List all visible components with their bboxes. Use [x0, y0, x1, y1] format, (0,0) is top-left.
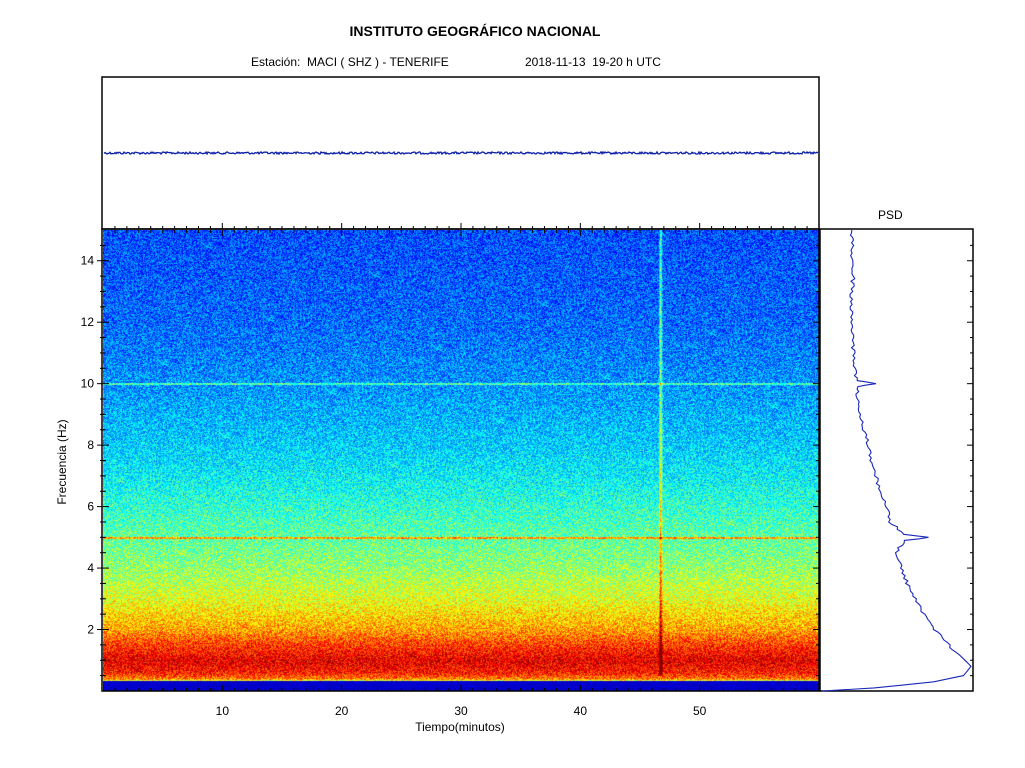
x-axis-label: Tiempo(minutos): [415, 720, 505, 734]
x-tick-label: 10: [216, 704, 230, 718]
psd-title: PSD: [878, 208, 903, 222]
chart-title: INSTITUTO GEOGRÁFICO NACIONAL: [349, 23, 601, 39]
y-tick-label: 2: [87, 623, 94, 637]
station-label: Estación: MACI ( SHZ ) - TENERIFE: [251, 55, 449, 69]
y-tick-label: 6: [87, 500, 94, 514]
x-tick-label: 50: [693, 704, 707, 718]
x-tick-label: 40: [574, 704, 588, 718]
spectrogram-image: [103, 230, 819, 691]
waveform-trace: [103, 150, 819, 156]
psd-ticks: [967, 244, 973, 677]
spectrogram-axes: 2 4 6 8 10 12 14 10 20 30 40 50: [81, 223, 819, 718]
x-tick-label: 30: [454, 704, 468, 718]
psd-panel: [819, 228, 974, 692]
y-tick-label: 12: [81, 315, 95, 329]
x-tick-label: 20: [335, 704, 349, 718]
psd-line: [821, 229, 972, 692]
waveform-line: [103, 150, 819, 156]
y-tick-label: 4: [87, 561, 94, 575]
datetime-label: 2018-11-13 19-20 h UTC: [525, 55, 661, 69]
y-tick-label: 8: [87, 438, 94, 452]
psd-curve: [821, 229, 972, 692]
y-tick-label: 10: [81, 377, 95, 391]
y-tick-label: 14: [81, 254, 95, 268]
